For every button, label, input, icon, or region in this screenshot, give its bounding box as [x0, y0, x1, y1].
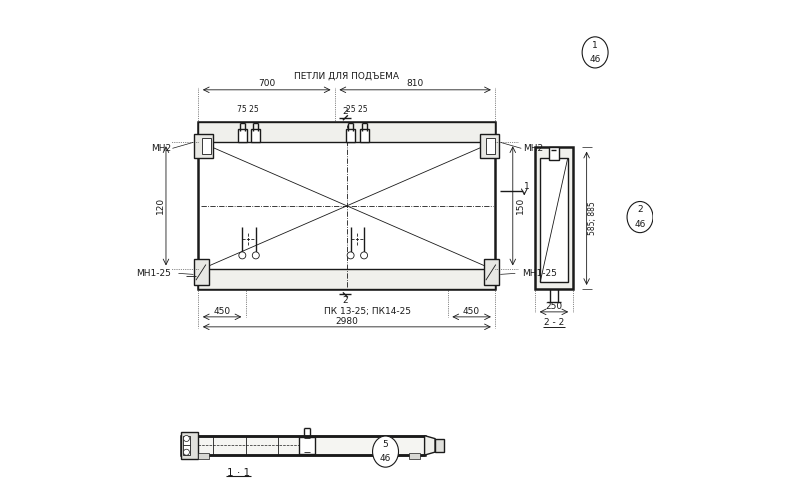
Bar	[194, 134, 214, 158]
Bar	[486, 138, 496, 154]
Circle shape	[184, 449, 189, 455]
Text: 585; 885: 585; 885	[588, 202, 597, 235]
Text: МН1-25: МН1-25	[521, 269, 557, 278]
Ellipse shape	[582, 37, 608, 68]
Text: 150: 150	[516, 197, 525, 215]
Text: 1 · 1: 1 · 1	[227, 468, 250, 478]
Bar	[435, 439, 444, 452]
Bar	[198, 122, 496, 142]
Text: 700: 700	[258, 79, 276, 88]
Circle shape	[252, 252, 260, 259]
Bar	[480, 134, 499, 158]
Text: 250: 250	[546, 302, 563, 311]
Text: 5: 5	[383, 440, 388, 449]
Text: 75 25: 75 25	[238, 105, 260, 114]
Bar	[251, 129, 260, 142]
Text: 46: 46	[634, 220, 646, 229]
Text: 1: 1	[524, 182, 530, 192]
Ellipse shape	[372, 436, 398, 467]
Text: МН1-25: МН1-25	[136, 269, 171, 278]
Text: 46: 46	[589, 55, 600, 64]
Ellipse shape	[627, 202, 653, 233]
Bar	[549, 147, 559, 160]
Text: 2: 2	[343, 107, 348, 116]
Bar	[198, 269, 496, 289]
Bar	[299, 437, 314, 454]
Text: 46: 46	[380, 454, 391, 463]
Circle shape	[239, 252, 246, 259]
Bar	[181, 432, 198, 459]
Bar	[359, 129, 368, 142]
Bar	[183, 436, 190, 455]
Polygon shape	[425, 436, 435, 455]
Text: ПЕТЛИ ДЛЯ ПОДЪЕМА: ПЕТЛИ ДЛЯ ПОДЪЕМА	[294, 71, 399, 80]
Bar	[181, 436, 425, 455]
Circle shape	[347, 252, 354, 259]
Bar	[198, 453, 210, 459]
Bar	[484, 259, 499, 285]
Text: 810: 810	[406, 79, 424, 88]
Text: 2 - 2: 2 - 2	[544, 318, 564, 327]
Circle shape	[184, 436, 189, 442]
Bar	[535, 147, 572, 289]
Bar	[238, 129, 247, 142]
Text: 450: 450	[214, 307, 231, 316]
Bar	[346, 129, 355, 142]
Bar	[202, 138, 211, 154]
Text: МН2: МН2	[151, 144, 171, 153]
Circle shape	[360, 252, 368, 259]
Bar	[409, 453, 420, 459]
Text: 25 25: 25 25	[347, 105, 368, 114]
Text: 1: 1	[592, 41, 598, 50]
Text: 2980: 2980	[335, 317, 359, 326]
Text: ПК 13-25; ПК14-25: ПК 13-25; ПК14-25	[324, 307, 411, 316]
Text: 2: 2	[638, 206, 643, 215]
Bar	[198, 122, 496, 289]
Bar	[194, 259, 210, 285]
Bar	[540, 159, 567, 282]
Text: МН2: МН2	[523, 144, 543, 153]
Text: 2: 2	[343, 296, 348, 305]
Text: 450: 450	[463, 307, 480, 316]
Text: 120: 120	[156, 197, 164, 215]
